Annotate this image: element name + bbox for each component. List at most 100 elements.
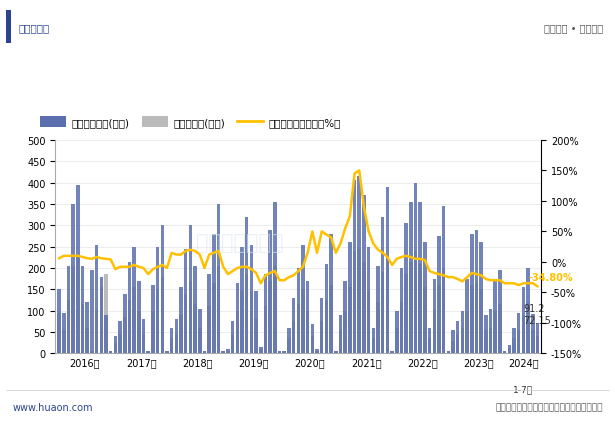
Bar — [320, 322, 323, 354]
Bar — [451, 330, 455, 354]
Bar — [62, 330, 66, 354]
Bar — [221, 351, 225, 354]
Bar — [151, 311, 154, 354]
Bar — [250, 292, 253, 354]
Bar — [156, 247, 159, 354]
Bar — [57, 290, 61, 354]
Bar — [475, 283, 478, 354]
Bar — [259, 349, 263, 354]
Text: 1-7月: 1-7月 — [514, 384, 533, 393]
Bar — [255, 292, 258, 354]
Bar — [245, 275, 248, 354]
Bar — [165, 351, 169, 354]
Bar — [85, 302, 89, 354]
Bar — [231, 322, 234, 354]
Bar — [423, 288, 427, 354]
Bar — [100, 277, 103, 354]
Bar — [62, 313, 66, 354]
Bar — [484, 330, 488, 354]
Bar — [137, 311, 141, 354]
Bar — [475, 230, 478, 354]
Bar — [217, 266, 220, 354]
Bar — [428, 339, 431, 354]
Bar — [371, 328, 375, 354]
Bar — [212, 234, 216, 354]
Bar — [343, 281, 347, 354]
Bar — [493, 311, 497, 354]
Bar — [203, 351, 206, 354]
Bar — [503, 351, 506, 354]
Bar — [137, 281, 141, 354]
Bar — [81, 266, 84, 354]
Bar — [432, 309, 436, 354]
Bar — [330, 285, 333, 354]
Bar — [273, 266, 277, 354]
Bar — [132, 247, 136, 354]
Bar — [367, 292, 370, 354]
Bar — [85, 328, 89, 354]
Bar — [217, 204, 220, 354]
Bar — [109, 351, 113, 354]
Bar — [526, 268, 530, 354]
Bar — [400, 268, 403, 354]
Bar — [123, 317, 127, 354]
Bar — [334, 351, 338, 354]
Bar — [255, 320, 258, 354]
Bar — [391, 351, 394, 354]
Text: 72.15: 72.15 — [523, 315, 551, 325]
Bar — [306, 281, 309, 354]
Bar — [409, 202, 413, 354]
Bar — [189, 226, 192, 354]
Text: 2016-2024年7月青海省房地产投资额及住宅投资额: 2016-2024年7月青海省房地产投资额及住宅投资额 — [179, 72, 436, 87]
Bar — [180, 315, 183, 354]
Bar — [268, 230, 272, 354]
Bar — [353, 251, 356, 354]
Bar — [114, 343, 117, 354]
Bar — [437, 285, 441, 354]
Bar — [466, 279, 469, 354]
Bar — [71, 266, 75, 354]
Bar — [95, 309, 98, 354]
Bar — [503, 351, 506, 354]
Bar — [330, 234, 333, 354]
Bar — [357, 249, 361, 354]
Bar — [104, 315, 108, 354]
Bar — [315, 349, 319, 354]
Bar — [405, 224, 408, 354]
Bar — [480, 290, 483, 354]
Bar — [376, 302, 379, 354]
Bar — [81, 305, 84, 354]
Bar — [348, 243, 352, 354]
Bar — [282, 351, 286, 354]
Bar — [76, 258, 79, 354]
Bar — [536, 337, 539, 354]
Bar — [442, 207, 445, 354]
Text: 数据来源：国家统计局；华经产业研究院整理: 数据来源：国家统计局；华经产业研究院整理 — [495, 402, 603, 412]
Bar — [212, 283, 216, 354]
Bar — [423, 243, 427, 354]
Text: www.huaon.com: www.huaon.com — [12, 402, 93, 412]
Bar — [362, 196, 366, 354]
Bar — [128, 262, 131, 354]
Bar — [76, 185, 79, 354]
Bar — [240, 292, 244, 354]
Bar — [184, 294, 188, 354]
Bar — [489, 309, 493, 354]
Bar — [128, 300, 131, 354]
Bar — [170, 339, 173, 354]
Bar — [536, 323, 539, 354]
Bar — [381, 217, 384, 354]
Bar — [409, 262, 413, 354]
Bar — [189, 281, 192, 354]
Bar — [240, 247, 244, 354]
Bar — [114, 337, 117, 354]
Bar — [395, 311, 399, 354]
Bar — [498, 271, 502, 354]
Bar — [493, 281, 497, 354]
Bar — [522, 315, 525, 354]
Bar — [386, 187, 389, 354]
Bar — [446, 351, 450, 354]
Bar — [362, 262, 366, 354]
Bar — [526, 302, 530, 354]
Bar — [325, 300, 328, 354]
